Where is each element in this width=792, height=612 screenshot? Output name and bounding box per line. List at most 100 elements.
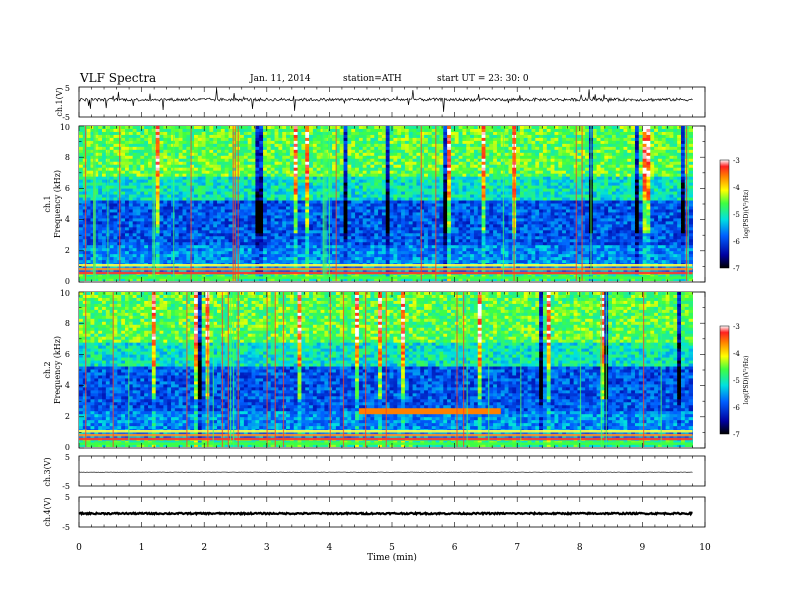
spectrogram-cell bbox=[358, 212, 364, 217]
spectrogram-cell bbox=[305, 134, 310, 139]
spectrogram-cell bbox=[209, 188, 214, 193]
spectrogram-cell bbox=[654, 164, 659, 169]
spectrogram-cell bbox=[634, 152, 640, 157]
spectrogram-cell bbox=[125, 194, 130, 199]
spectrogram-cell bbox=[324, 209, 329, 214]
spectrogram-cell bbox=[496, 170, 502, 175]
spectrogram-cell bbox=[339, 146, 345, 151]
spectrogram-cell bbox=[286, 134, 291, 139]
spectrogram-cell bbox=[539, 131, 544, 136]
spectrogram-cell bbox=[86, 197, 92, 202]
spectrogram-cell bbox=[439, 128, 444, 133]
spectrogram-cell bbox=[102, 128, 107, 133]
spectrogram-cell bbox=[462, 134, 467, 139]
spectrogram-cell bbox=[205, 194, 210, 199]
spectrogram-cell bbox=[493, 212, 498, 217]
spectrogram-cell bbox=[312, 176, 318, 181]
spectrogram-cell bbox=[385, 140, 391, 145]
spectrogram-cell bbox=[473, 182, 479, 187]
spectrogram-cell bbox=[669, 158, 674, 163]
spectrogram-cell bbox=[427, 209, 433, 214]
spectrogram-cell bbox=[550, 140, 556, 145]
spectrogram-cell bbox=[247, 188, 253, 193]
spectrogram-cell bbox=[592, 152, 598, 157]
spectrogram-cell bbox=[673, 164, 678, 169]
spectrogram-cell bbox=[412, 155, 418, 160]
spectrogram-cell bbox=[596, 197, 602, 202]
spectrogram-cell bbox=[247, 194, 253, 199]
spectrogram-cell bbox=[316, 167, 322, 172]
spectrogram-cell bbox=[335, 176, 341, 181]
spectrogram-cell bbox=[293, 185, 299, 190]
spectrogram-cell bbox=[619, 179, 625, 184]
spectrogram-cell bbox=[355, 167, 360, 172]
spectrogram-cell bbox=[404, 131, 410, 136]
spectrogram-cell bbox=[669, 134, 674, 139]
spectrogram-cell bbox=[542, 194, 548, 199]
spectrogram-cell bbox=[289, 197, 295, 202]
spectrogram-cell bbox=[293, 131, 299, 136]
spectrogram-cell bbox=[205, 203, 210, 208]
spectrogram-cell bbox=[247, 128, 253, 133]
spectrogram-cell bbox=[458, 149, 464, 154]
spectrogram-cell bbox=[381, 140, 387, 145]
spectrogram-cell bbox=[485, 182, 490, 187]
spectrogram-cell bbox=[427, 173, 433, 178]
spectrogram-cell bbox=[263, 155, 268, 160]
spectrogram-cell bbox=[439, 143, 444, 148]
spectrogram-cell bbox=[355, 203, 360, 208]
spectrogram-cell bbox=[669, 152, 674, 157]
spectrogram-cell bbox=[355, 158, 360, 163]
spectrogram-cell bbox=[121, 128, 126, 133]
spectrogram-cell bbox=[316, 203, 322, 208]
spectrogram-cell bbox=[596, 188, 602, 193]
spectrogram-cell bbox=[542, 152, 548, 157]
spectrogram-cell bbox=[381, 170, 387, 175]
spectrogram-cell bbox=[282, 167, 287, 172]
spectrogram-cell bbox=[370, 191, 375, 196]
spectrogram-cell bbox=[274, 194, 279, 199]
spectrogram-cell bbox=[374, 176, 379, 181]
spectrogram-cell bbox=[121, 149, 126, 154]
spectrogram-cell bbox=[435, 212, 441, 217]
spectrogram-cell bbox=[255, 200, 260, 205]
spectrogram-cell bbox=[362, 158, 368, 163]
spectrogram-cell bbox=[493, 173, 498, 178]
spectrogram-cell bbox=[178, 158, 184, 163]
spectrogram-cell bbox=[523, 185, 529, 190]
spectrogram-cell bbox=[665, 191, 671, 196]
spectrogram-cell bbox=[201, 146, 207, 151]
spectrogram-cell bbox=[305, 146, 310, 151]
spectrogram-cell bbox=[473, 155, 479, 160]
spectrogram-cell bbox=[278, 131, 283, 136]
spectrogram-cell bbox=[562, 134, 567, 139]
spectrogram-cell bbox=[642, 182, 648, 187]
spectrogram-cell bbox=[535, 167, 540, 172]
spectrogram-cell bbox=[163, 128, 168, 133]
spectrogram-cell bbox=[519, 203, 525, 208]
spectrogram-cell bbox=[174, 209, 180, 214]
spectrogram-cell bbox=[680, 140, 686, 145]
spectrogram-cell bbox=[86, 185, 92, 190]
spectrogram-cell bbox=[86, 203, 92, 208]
spectrogram-cell bbox=[454, 134, 460, 139]
spectrogram-cell bbox=[631, 179, 636, 184]
spectrogram-cell bbox=[378, 164, 383, 169]
spectrogram-cell bbox=[355, 206, 360, 211]
spectrogram-cell bbox=[592, 170, 598, 175]
spectrogram-cell bbox=[600, 134, 605, 139]
spectrogram-cell bbox=[473, 152, 479, 157]
spectrogram-cell bbox=[443, 212, 448, 217]
spectrogram-cell bbox=[466, 182, 471, 187]
spectrogram-cell bbox=[270, 126, 276, 130]
spectrogram-cell bbox=[424, 152, 429, 157]
spectrogram-cell bbox=[673, 128, 678, 133]
spectrogram-cell bbox=[240, 155, 245, 160]
spectrogram-cell bbox=[527, 128, 533, 133]
spectrogram-cell bbox=[638, 191, 644, 196]
spectrogram-cell bbox=[420, 206, 425, 211]
spectrogram-cell bbox=[677, 152, 682, 157]
spectrogram-cell bbox=[535, 206, 540, 211]
spectrogram-cell bbox=[301, 161, 306, 166]
spectrogram-cell bbox=[424, 206, 429, 211]
